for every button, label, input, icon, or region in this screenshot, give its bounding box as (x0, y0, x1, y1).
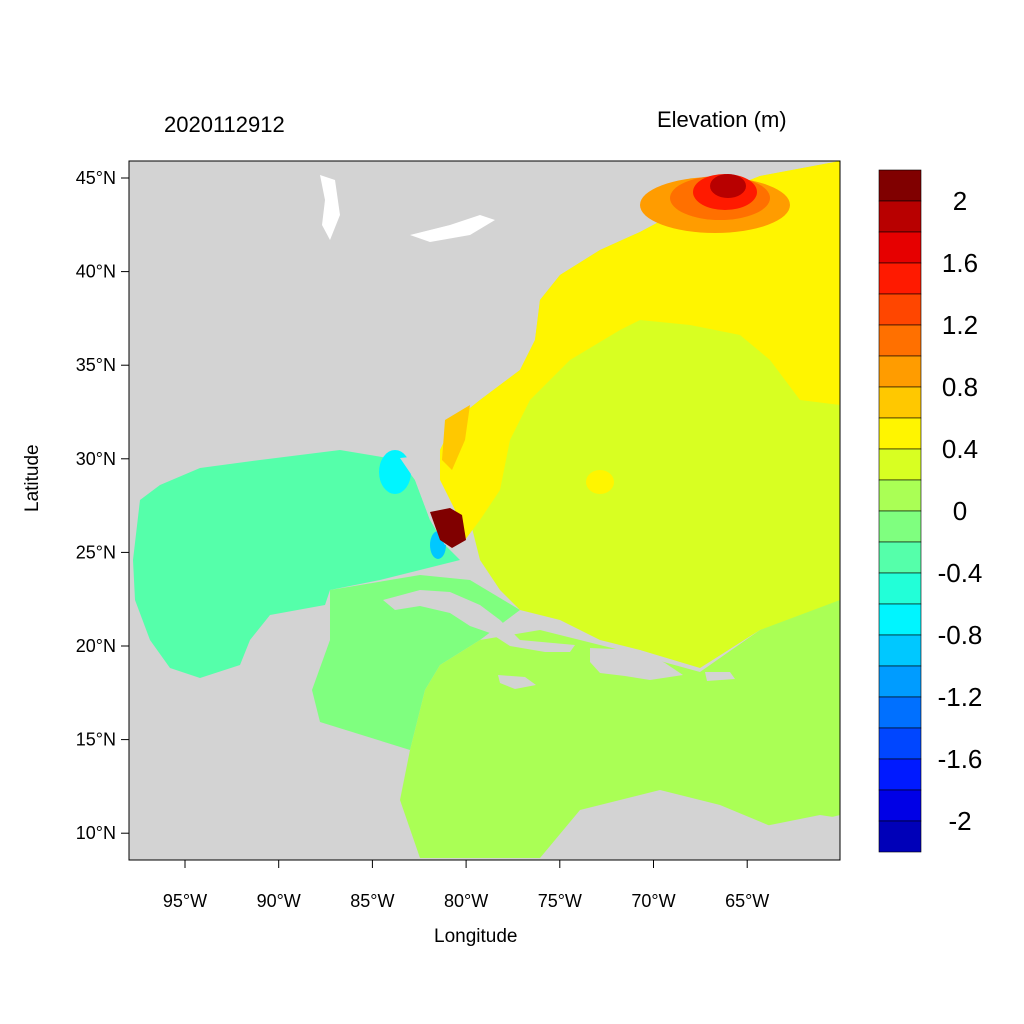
colorbar-box (878, 510, 922, 543)
variable-title: Elevation (m) (657, 107, 787, 132)
colorbar-box (878, 820, 922, 853)
south-america-land (540, 792, 840, 860)
colorbar-box (878, 355, 922, 388)
colorbar-label: 2 (953, 186, 967, 216)
colorbar-box (878, 169, 922, 202)
colorbar-label: -1.2 (938, 682, 983, 712)
colorbar-box (878, 696, 922, 729)
colorbar-box (878, 324, 922, 357)
great-lakes (320, 175, 340, 240)
colorbar-box (878, 758, 922, 791)
x-axis-ticks: 95°W 90°W 85°W 80°W 75°W 70°W 65°W (163, 860, 769, 911)
x-tick-label: 80°W (444, 891, 488, 911)
colorbar-label: 0.4 (942, 434, 978, 464)
colorbar-box (878, 727, 922, 760)
colorbar-box (878, 231, 922, 264)
date-label: 2020112912 (164, 112, 285, 137)
colorbar-box (878, 448, 922, 481)
colorbar-label: 0 (953, 496, 967, 526)
puerto-rico-island (705, 672, 735, 681)
y-tick-label: 40°N (76, 262, 116, 282)
colorbar-box (878, 386, 922, 419)
colorbar-label: -0.4 (938, 558, 983, 588)
x-tick-label: 75°W (538, 891, 582, 911)
colorbar-label: 1.6 (942, 248, 978, 278)
gulf-of-mexico (133, 450, 460, 678)
colorbar-box (878, 417, 922, 450)
surge-contour (710, 174, 746, 198)
y-tick-label: 10°N (76, 823, 116, 843)
coastal-orange-band (442, 405, 470, 470)
jamaica-island (498, 675, 536, 689)
cuba-island (383, 590, 575, 652)
hispaniola-island (590, 648, 683, 680)
y-axis-ticks: 45°N 40°N 35°N 30°N 25°N 20°N 15°N 10°N (76, 168, 129, 843)
great-lakes (410, 215, 495, 242)
x-tick-label: 85°W (350, 891, 394, 911)
south-florida-surge (430, 508, 466, 548)
y-tick-label: 30°N (76, 449, 116, 469)
colorbar-label: -1.6 (938, 744, 983, 774)
colorbar-box (878, 293, 922, 326)
x-axis-label: Longitude (434, 926, 518, 947)
eastern-caribbean (400, 600, 840, 858)
colorbar-label: 0.8 (942, 372, 978, 402)
negative-surge (379, 450, 411, 494)
colorbar-label: 1.2 (942, 310, 978, 340)
colorbar-box (878, 789, 922, 822)
colorbar-box (878, 603, 922, 636)
y-tick-label: 20°N (76, 636, 116, 656)
map-frame (128, 160, 841, 861)
yellow-eddy (586, 470, 614, 494)
y-tick-label: 15°N (76, 730, 116, 750)
colorbar-label: -0.8 (938, 620, 983, 650)
colorbar-label: -2 (948, 806, 971, 836)
colorbar-box (878, 262, 922, 295)
colorbar-box (878, 665, 922, 698)
colorbar-box (878, 479, 922, 512)
colorbar-box (878, 200, 922, 233)
atlantic-yellow-zone (440, 161, 840, 540)
y-tick-label: 45°N (76, 168, 116, 188)
colorbar-box (878, 634, 922, 667)
x-tick-label: 65°W (725, 891, 769, 911)
x-tick-label: 95°W (163, 891, 207, 911)
y-tick-label: 35°N (76, 355, 116, 375)
map-area (129, 161, 840, 860)
x-tick-label: 70°W (631, 891, 675, 911)
y-tick-label: 25°N (76, 542, 116, 562)
colorbar-box (878, 541, 922, 574)
colorbar-box (878, 572, 922, 605)
colorbar: 2 1.6 1.2 0.8 0.4 0 -0.4 -0.8 -1.2 -1.6 -2 (878, 169, 983, 853)
x-tick-label: 90°W (257, 891, 301, 911)
